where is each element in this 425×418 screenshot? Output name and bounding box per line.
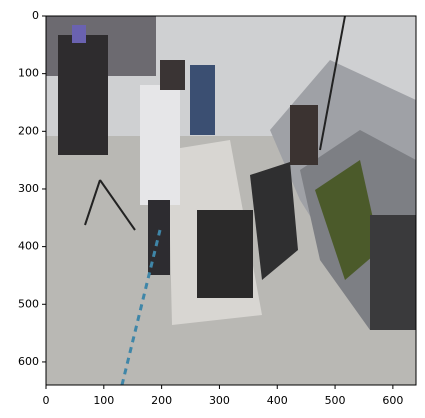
x-tick-label: 600 <box>382 394 403 407</box>
x-tick-label: 500 <box>325 394 346 407</box>
y-tick-label: 200 <box>18 124 39 137</box>
x-tick-label: 300 <box>209 394 230 407</box>
y-tick-label: 500 <box>18 297 39 310</box>
image <box>46 16 416 385</box>
axes-frame <box>45 15 417 386</box>
y-tick-label: 0 <box>32 9 39 22</box>
x-tick-label: 0 <box>43 394 50 407</box>
y-tick-label: 600 <box>18 355 39 368</box>
x-tick-label: 200 <box>151 394 172 407</box>
y-tick-label: 400 <box>18 240 39 253</box>
x-tick-label: 400 <box>267 394 288 407</box>
y-tick-label: 100 <box>18 67 39 80</box>
y-tick-label: 300 <box>18 182 39 195</box>
x-tick-label: 100 <box>93 394 114 407</box>
